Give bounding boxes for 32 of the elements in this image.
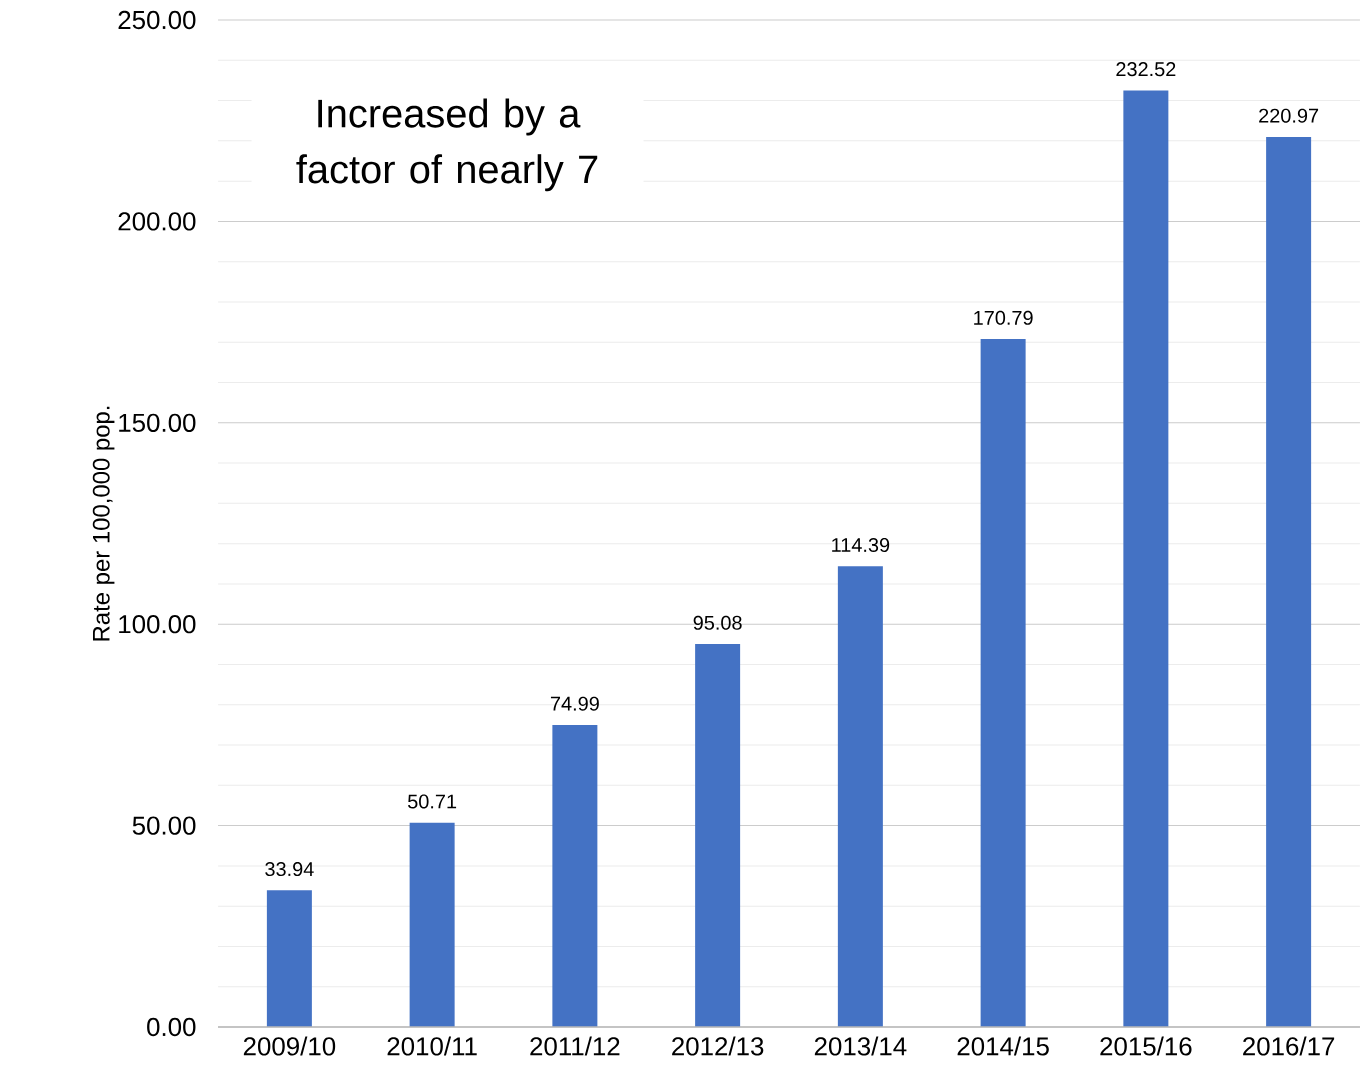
data-label: 50.71 <box>407 794 457 809</box>
bar <box>980 339 1026 1027</box>
bar <box>695 644 741 1027</box>
x-tick-label: 2014/15 <box>957 1036 1049 1056</box>
x-tick-label: 2012/13 <box>672 1036 764 1056</box>
data-label: 220.97 <box>1259 108 1319 123</box>
bar <box>1266 136 1312 1027</box>
data-label: 74.99 <box>550 696 599 711</box>
x-tick-label: 2010/11 <box>387 1036 477 1056</box>
y-tick-label: 100.00 <box>119 615 196 634</box>
data-label: 114.39 <box>832 537 890 553</box>
bar <box>266 890 312 1027</box>
bar <box>409 822 455 1027</box>
bar <box>837 566 883 1027</box>
y-tick-label: 0.00 <box>147 1017 196 1037</box>
bar <box>1123 90 1169 1027</box>
x-tick-label: 2016/17 <box>1243 1036 1335 1056</box>
data-label: 95.08 <box>693 615 742 630</box>
annotation: Increased by a factor of nearly 7 <box>296 98 598 192</box>
y-axis-title: Rate per 100,000 pop. <box>92 406 115 641</box>
y-tick-label: 50.00 <box>132 816 196 835</box>
y-tick-label: 150.00 <box>119 413 196 432</box>
x-tick-label: 2015/16 <box>1100 1036 1192 1056</box>
x-tick-label: 2011/12 <box>530 1036 620 1056</box>
y-tick-label: 250.00 <box>118 10 196 30</box>
x-tick-label: 2009/10 <box>243 1036 336 1056</box>
bar <box>552 724 598 1027</box>
data-label: 232.52 <box>1116 62 1176 77</box>
x-tick-label: 2013/14 <box>814 1036 907 1056</box>
y-tick-label: 200.00 <box>118 212 196 231</box>
data-label: 170.79 <box>974 310 1033 325</box>
data-label: 33.94 <box>265 861 314 877</box>
